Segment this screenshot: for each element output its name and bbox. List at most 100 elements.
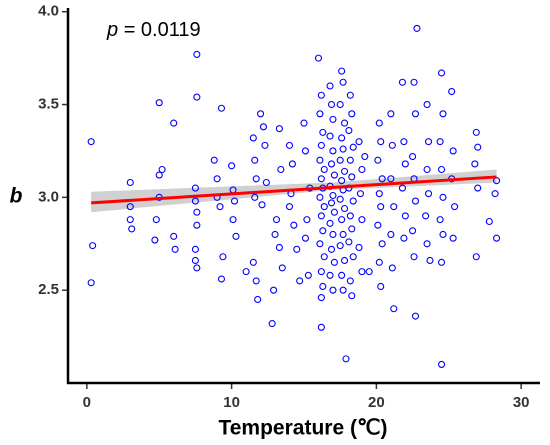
data-point bbox=[424, 190, 433, 198]
data-point bbox=[219, 253, 227, 261]
data-point bbox=[339, 145, 347, 153]
data-point bbox=[242, 268, 250, 276]
data-point bbox=[339, 286, 347, 294]
data-point bbox=[387, 110, 395, 118]
data-point bbox=[340, 204, 349, 213]
data-point bbox=[437, 69, 446, 77]
data-point bbox=[474, 184, 482, 192]
data-point bbox=[339, 230, 347, 239]
data-point bbox=[232, 232, 240, 240]
data-point bbox=[316, 110, 324, 118]
data-point bbox=[152, 216, 160, 224]
data-point bbox=[439, 110, 447, 118]
data-point bbox=[424, 138, 433, 146]
data-point bbox=[375, 119, 383, 127]
data-point bbox=[170, 232, 178, 240]
data-point bbox=[271, 230, 279, 239]
data-point bbox=[409, 227, 417, 235]
data-point bbox=[409, 152, 417, 161]
data-point bbox=[355, 138, 363, 146]
data-point bbox=[377, 282, 385, 291]
data-point bbox=[411, 197, 420, 205]
data-point bbox=[327, 199, 336, 207]
x-tick-label: 0 bbox=[83, 394, 91, 411]
data-point bbox=[439, 230, 447, 239]
data-point bbox=[170, 119, 178, 127]
data-point bbox=[326, 271, 334, 279]
data-point bbox=[249, 134, 257, 142]
data-point bbox=[472, 128, 480, 136]
data-point bbox=[374, 221, 382, 229]
data-point bbox=[413, 24, 421, 32]
data-point bbox=[338, 271, 346, 279]
data-point bbox=[345, 238, 353, 246]
data-point bbox=[329, 115, 337, 123]
data-point bbox=[285, 141, 294, 149]
data-point bbox=[327, 245, 336, 253]
data-point bbox=[213, 175, 221, 183]
data-point bbox=[300, 119, 308, 127]
data-point bbox=[257, 110, 265, 118]
x-tick-label: 10 bbox=[223, 394, 240, 411]
x-tick-label: 20 bbox=[368, 394, 385, 411]
data-point bbox=[340, 167, 349, 175]
data-point bbox=[319, 282, 327, 291]
data-point bbox=[345, 126, 353, 135]
data-point bbox=[171, 245, 179, 253]
data-point bbox=[422, 212, 430, 220]
data-point bbox=[329, 191, 337, 200]
data-point bbox=[340, 256, 349, 265]
data-point bbox=[329, 147, 337, 155]
data-point bbox=[401, 160, 409, 168]
data-point bbox=[348, 110, 356, 118]
data-point bbox=[293, 245, 301, 253]
data-point bbox=[317, 141, 325, 149]
data-point bbox=[275, 243, 283, 252]
data-point bbox=[277, 165, 285, 174]
data-point bbox=[410, 253, 418, 261]
data-point bbox=[272, 216, 281, 224]
data-point bbox=[320, 203, 328, 211]
data-point bbox=[191, 256, 199, 265]
data-point bbox=[87, 138, 95, 146]
data-point bbox=[336, 156, 344, 164]
data-point bbox=[423, 240, 431, 248]
data-point bbox=[317, 91, 325, 99]
data-point bbox=[193, 264, 201, 272]
data-point bbox=[193, 208, 201, 216]
data-point bbox=[423, 100, 431, 109]
data-point bbox=[348, 292, 356, 300]
data-point bbox=[301, 147, 309, 155]
data-point bbox=[330, 208, 338, 216]
data-point bbox=[346, 156, 354, 164]
data-point bbox=[348, 225, 356, 233]
data-point bbox=[252, 277, 260, 285]
data-point bbox=[316, 193, 324, 201]
data-point bbox=[378, 175, 386, 183]
x-axis-title: Temperature (℃) bbox=[218, 417, 387, 440]
data-point bbox=[329, 286, 337, 294]
data-point bbox=[339, 78, 347, 86]
data-point bbox=[401, 212, 409, 220]
data-point bbox=[349, 197, 357, 205]
data-point bbox=[346, 91, 354, 99]
x-tick-label: 30 bbox=[513, 394, 530, 411]
data-point bbox=[128, 225, 136, 233]
y-tick-label: 2.5 bbox=[38, 281, 59, 298]
data-point bbox=[377, 138, 385, 146]
data-point bbox=[437, 360, 446, 368]
data-point bbox=[471, 160, 479, 168]
data-point bbox=[326, 82, 334, 90]
data-point bbox=[326, 132, 334, 140]
data-point bbox=[319, 227, 327, 235]
data-point bbox=[301, 234, 309, 242]
data-point bbox=[217, 275, 226, 283]
data-point bbox=[278, 264, 286, 272]
data-point bbox=[319, 128, 327, 136]
data-point bbox=[423, 165, 431, 174]
data-point bbox=[361, 152, 369, 161]
data-point bbox=[437, 165, 446, 174]
data-point bbox=[126, 216, 134, 224]
data-point bbox=[304, 271, 312, 279]
